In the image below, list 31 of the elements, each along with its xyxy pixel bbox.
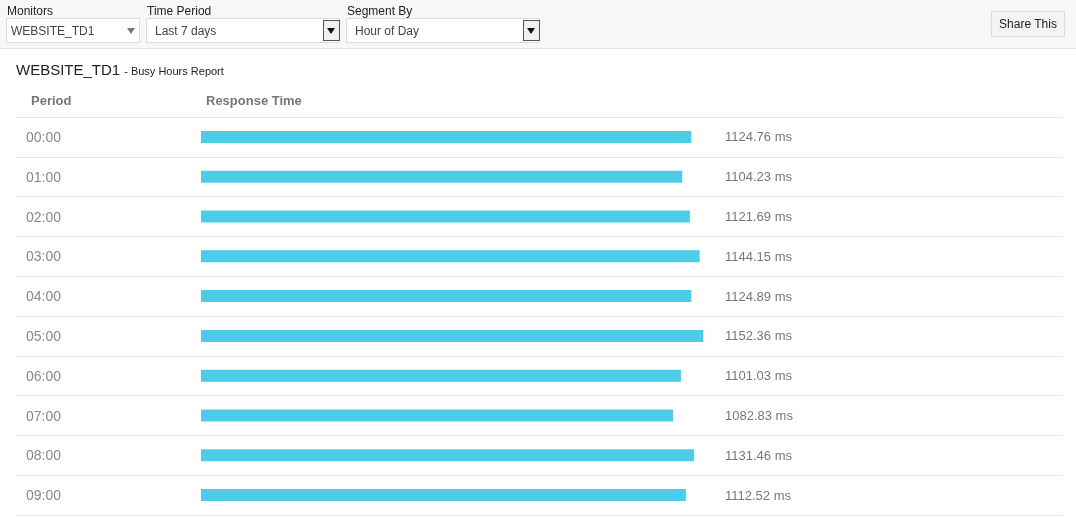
data-label: 1121.69 ms [725, 209, 793, 224]
y-tick-label: 05:00 [26, 327, 62, 344]
y-tick-label: 00:00 [26, 128, 62, 145]
data-label: 1152.36 ms [725, 328, 793, 344]
y-axis-title: Period [31, 92, 72, 108]
y-tick-label: 02:00 [26, 208, 62, 225]
y-tick-label: 03:00 [26, 248, 62, 265]
data-label: 1124.89 ms [725, 288, 793, 304]
x-axis-title: Response Time [206, 92, 302, 108]
y-tick-label: 07:00 [26, 407, 62, 424]
data-label: 1131.46 ms [725, 447, 793, 463]
chart-subtitle: - Busy Hours Report [124, 65, 224, 77]
text: Time Period [147, 4, 212, 18]
data-label: 1104.23 ms [725, 169, 793, 185]
y-tick-label: 01:00 [26, 168, 62, 185]
y-tick-label: 09:00 [26, 487, 62, 504]
text: Segment By [347, 4, 413, 18]
data-label: 1124.76 ms [725, 129, 793, 145]
dropdown-field: Last 7 days [146, 18, 340, 43]
y-tick-label: 06:00 [26, 367, 62, 384]
share-button: Share This [991, 11, 1065, 37]
y-tick-label: 08:00 [26, 447, 62, 464]
dropdown-field: WEBSITE_TD1 [6, 18, 140, 43]
text: WEBSITE_TD1 [16, 61, 121, 78]
y-tick-label: 04:00 [26, 288, 62, 305]
data-label: 1082.83 ms [725, 408, 794, 423]
dropdown-field: Hour of Day [346, 18, 540, 43]
data-label: 1144.15 ms [725, 248, 793, 264]
text: Monitors [7, 4, 54, 18]
data-label: 1101.03 ms [725, 368, 793, 384]
data-label: 1112.52 ms [725, 487, 792, 503]
